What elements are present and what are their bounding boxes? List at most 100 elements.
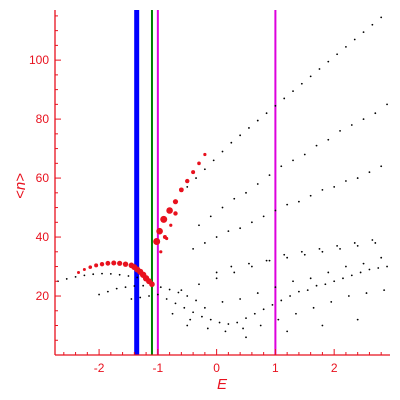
band-3-point bbox=[274, 209, 277, 212]
cloud-point bbox=[386, 265, 388, 268]
low-left-arc-point bbox=[109, 273, 112, 275]
cloud-point bbox=[183, 306, 186, 309]
cloud-point bbox=[242, 327, 244, 330]
cloud-point bbox=[298, 290, 300, 293]
cloud-point bbox=[245, 317, 247, 320]
highlight-red-point bbox=[197, 161, 201, 166]
highlight-red-point bbox=[159, 250, 163, 254]
band-3-point bbox=[380, 165, 383, 168]
y-tick-label: 20 bbox=[36, 289, 50, 303]
cloud-point bbox=[356, 245, 359, 247]
cloud-point bbox=[324, 283, 327, 286]
upper-band-point bbox=[283, 97, 286, 100]
cloud-point bbox=[365, 292, 368, 294]
band-3-point bbox=[298, 200, 300, 203]
highlight-red-point bbox=[99, 261, 105, 267]
band-3-point bbox=[250, 221, 253, 224]
band-2-point bbox=[245, 191, 247, 194]
highlight-red-point bbox=[77, 270, 81, 274]
cloud-point bbox=[300, 250, 303, 253]
cloud-point bbox=[250, 265, 253, 268]
cloud-point bbox=[347, 295, 350, 297]
cloud-point bbox=[206, 327, 209, 330]
cloud-point bbox=[327, 271, 330, 274]
highlight-red-point bbox=[203, 152, 207, 157]
cloud-point bbox=[380, 256, 383, 259]
cloud-point bbox=[262, 308, 265, 311]
low-left-arc-point bbox=[177, 291, 180, 294]
cloud-point bbox=[277, 318, 280, 321]
cloud-point bbox=[339, 247, 341, 250]
cloud-point bbox=[353, 242, 356, 244]
cloud-point bbox=[342, 277, 344, 280]
cloud-point bbox=[312, 306, 315, 309]
x-tick-label: -1 bbox=[153, 361, 164, 375]
highlight-red-point bbox=[149, 281, 155, 288]
band-3-point bbox=[262, 215, 265, 218]
y-axis-label: <n> bbox=[12, 173, 29, 199]
cloud-point bbox=[218, 321, 221, 324]
highlight-red-point bbox=[156, 227, 163, 235]
points-layer bbox=[57, 16, 388, 339]
cloud-point bbox=[295, 312, 297, 315]
cloud-point bbox=[321, 250, 324, 253]
cloud-point bbox=[345, 265, 347, 268]
upper-band-point bbox=[256, 119, 259, 122]
band-3-point bbox=[192, 247, 195, 250]
highlight-red-point bbox=[105, 260, 111, 266]
band-2-point bbox=[339, 130, 341, 132]
cloud-point bbox=[224, 330, 227, 333]
low-left-arc-point bbox=[142, 284, 145, 287]
band-2-point bbox=[303, 153, 306, 156]
cloud-point bbox=[245, 336, 247, 339]
low-left-arc-point bbox=[106, 290, 109, 293]
highlight-red-point bbox=[160, 215, 168, 223]
cloud-point bbox=[265, 259, 268, 262]
upper-band-point bbox=[239, 134, 242, 137]
cloud-point bbox=[303, 253, 306, 256]
low-left-arc-point bbox=[136, 276, 139, 279]
cloud-point bbox=[280, 299, 283, 302]
cloud-point bbox=[374, 242, 377, 244]
band-3-point bbox=[239, 227, 242, 230]
low-left-arc-point bbox=[195, 299, 197, 302]
highlight-red-point bbox=[191, 170, 196, 175]
band-2-point bbox=[327, 138, 330, 141]
band-2-point bbox=[374, 112, 377, 115]
upper-band-point bbox=[212, 159, 215, 162]
cloud-point bbox=[306, 289, 309, 292]
upper-band-point bbox=[345, 45, 347, 48]
band-2-point bbox=[292, 159, 294, 162]
cloud-point bbox=[227, 323, 230, 325]
low-left-arc-point bbox=[98, 293, 100, 296]
upper-band-point bbox=[309, 75, 312, 78]
cloud-point bbox=[156, 293, 159, 296]
band-3-point bbox=[309, 194, 312, 197]
x-tick-label: 0 bbox=[213, 361, 220, 375]
cloud-point bbox=[192, 311, 195, 314]
cloud-point bbox=[230, 265, 233, 268]
low-left-arc-point bbox=[168, 288, 171, 291]
low-left-arc-point bbox=[186, 295, 189, 297]
y-tick-label: 40 bbox=[36, 230, 50, 244]
cloud-point bbox=[283, 253, 286, 256]
upper-band-point bbox=[248, 127, 250, 129]
low-left-arc-point bbox=[124, 286, 127, 289]
cloud-point bbox=[180, 289, 183, 292]
cloud-point bbox=[315, 284, 318, 287]
cloud-point bbox=[321, 324, 324, 327]
highlight-red-point bbox=[172, 199, 179, 205]
cloud-point bbox=[330, 301, 333, 303]
highlight-red-point bbox=[165, 236, 169, 241]
low-left-arc-point bbox=[133, 285, 136, 287]
cloud-point bbox=[253, 312, 256, 315]
highlight-red-point bbox=[111, 260, 117, 266]
cloud-point bbox=[186, 324, 189, 327]
cloud-point bbox=[368, 268, 371, 271]
upper-band-point bbox=[362, 31, 365, 34]
cloud-point bbox=[286, 256, 289, 259]
band-2-point bbox=[221, 206, 224, 209]
highlight-red-point bbox=[173, 211, 178, 216]
cloud-point bbox=[165, 298, 168, 300]
band-3-point bbox=[356, 177, 359, 179]
